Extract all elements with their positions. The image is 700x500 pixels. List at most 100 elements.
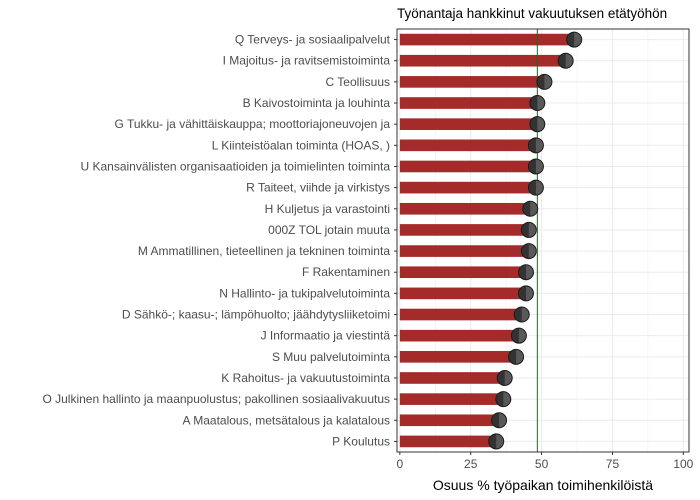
bar bbox=[399, 414, 500, 427]
category-label: L Kiinteistöalan toiminta (HOAS, ) bbox=[212, 138, 390, 152]
bar bbox=[399, 393, 504, 405]
point-outline bbox=[527, 158, 544, 175]
point bbox=[520, 243, 537, 260]
category-labels: Q Terveys- ja sosiaalipalvelut I Majoitus… bbox=[42, 33, 397, 448]
category-label: K Rahoitus- ja vakuutustoiminta bbox=[221, 371, 390, 385]
bar bbox=[399, 308, 522, 321]
point-outline bbox=[520, 243, 537, 260]
category-label: H Kuljetus ja varastointi bbox=[265, 202, 390, 216]
category-label: S Muu palvelutoiminta bbox=[272, 350, 390, 364]
point bbox=[488, 433, 505, 450]
point-outline bbox=[513, 306, 530, 323]
point bbox=[491, 412, 508, 429]
category-label: F Rakentaminen bbox=[302, 265, 390, 279]
point-outline bbox=[517, 264, 534, 281]
point-half bbox=[514, 307, 522, 323]
bar bbox=[399, 54, 566, 67]
category-label: A Maatalous, metsätalous ja kalatalous bbox=[183, 413, 390, 427]
category-label: M Ammatillinen, tieteellinen ja tekninen… bbox=[138, 244, 390, 258]
point bbox=[536, 73, 553, 90]
point-outline bbox=[495, 391, 512, 408]
point-half bbox=[528, 158, 536, 174]
category-label: U Kansainvälisten organisaatioiden ja to… bbox=[80, 159, 390, 173]
category-label: J Informaatio ja viestintä bbox=[261, 329, 391, 343]
bar bbox=[399, 97, 538, 109]
bar bbox=[399, 202, 531, 215]
point-half bbox=[495, 391, 504, 407]
x-tick-label: 25 bbox=[464, 457, 478, 471]
point-half bbox=[528, 180, 536, 196]
point bbox=[513, 306, 530, 323]
bar bbox=[399, 351, 517, 363]
point-outline bbox=[522, 200, 539, 217]
point-outline bbox=[557, 52, 574, 69]
point-outline bbox=[491, 412, 508, 429]
point bbox=[496, 369, 513, 386]
point-half bbox=[508, 349, 517, 365]
category-label: Q Terveys- ja sosiaalipalvelut bbox=[235, 33, 391, 47]
category-label: C Teollisuus bbox=[326, 75, 390, 89]
bars bbox=[399, 33, 575, 448]
point bbox=[508, 348, 525, 365]
point-half bbox=[528, 137, 536, 153]
point-half bbox=[521, 222, 529, 238]
x-tick-label: 50 bbox=[535, 457, 549, 471]
bar bbox=[399, 139, 536, 152]
category-label: P Koulutus bbox=[332, 434, 390, 448]
category-label: D Sähkö-; kaasu-; lämpöhuolto; jäähdytys… bbox=[122, 308, 390, 322]
point bbox=[529, 116, 546, 133]
point bbox=[517, 285, 534, 302]
point-half bbox=[497, 370, 505, 386]
point-outline bbox=[517, 285, 534, 302]
point-outline bbox=[529, 116, 546, 133]
bar bbox=[399, 160, 536, 173]
x-tick-label: 75 bbox=[606, 457, 620, 471]
point-half bbox=[491, 412, 500, 428]
point-outline bbox=[520, 221, 537, 238]
bar bbox=[399, 245, 529, 257]
x-tick-label: 100 bbox=[673, 457, 693, 471]
point bbox=[520, 221, 537, 238]
bar bbox=[399, 372, 505, 384]
grid bbox=[397, 29, 689, 452]
point-outline bbox=[527, 179, 544, 196]
point-half bbox=[488, 433, 497, 449]
bar bbox=[399, 118, 538, 130]
point bbox=[527, 137, 544, 154]
point bbox=[566, 31, 583, 48]
point-half bbox=[521, 243, 529, 259]
bar bbox=[399, 435, 497, 448]
point-half bbox=[529, 95, 538, 111]
category-label: B Kaivostoiminta ja louhinta bbox=[243, 96, 391, 110]
x-ticks: 0 25 50 75 100 bbox=[396, 452, 694, 471]
bar bbox=[399, 33, 575, 46]
point bbox=[495, 391, 512, 408]
point-outline bbox=[529, 95, 546, 112]
point-outline bbox=[508, 348, 525, 365]
category-label: G Tukku- ja vähittäiskauppa; moottoriajo… bbox=[115, 117, 391, 131]
category-label: R Taiteet, viihde ja virkistys bbox=[246, 181, 390, 195]
x-axis-label: Osuus % työpaikan toimihenkilöistä bbox=[433, 477, 653, 493]
point-outline bbox=[536, 73, 553, 90]
point bbox=[510, 327, 527, 344]
category-label: N Hallinto- ja tukipalvelutoiminta bbox=[219, 286, 390, 300]
point-outline bbox=[510, 327, 527, 344]
x-tick-label: 0 bbox=[396, 457, 403, 471]
category-label: 000Z TOL jotain muuta bbox=[268, 223, 390, 237]
point-half bbox=[511, 328, 519, 344]
category-label: I Majoitus- ja ravitsemistoiminta bbox=[223, 54, 391, 68]
point bbox=[557, 52, 574, 69]
points bbox=[488, 31, 583, 450]
point bbox=[527, 158, 544, 175]
bar bbox=[399, 224, 529, 236]
point-half bbox=[558, 53, 566, 69]
bar bbox=[399, 266, 526, 279]
point-outline bbox=[527, 137, 544, 154]
point-half bbox=[536, 74, 545, 90]
bar bbox=[399, 287, 526, 300]
point bbox=[522, 200, 539, 217]
point-half bbox=[518, 285, 526, 301]
point-outline bbox=[496, 369, 513, 386]
point-half bbox=[529, 116, 538, 132]
